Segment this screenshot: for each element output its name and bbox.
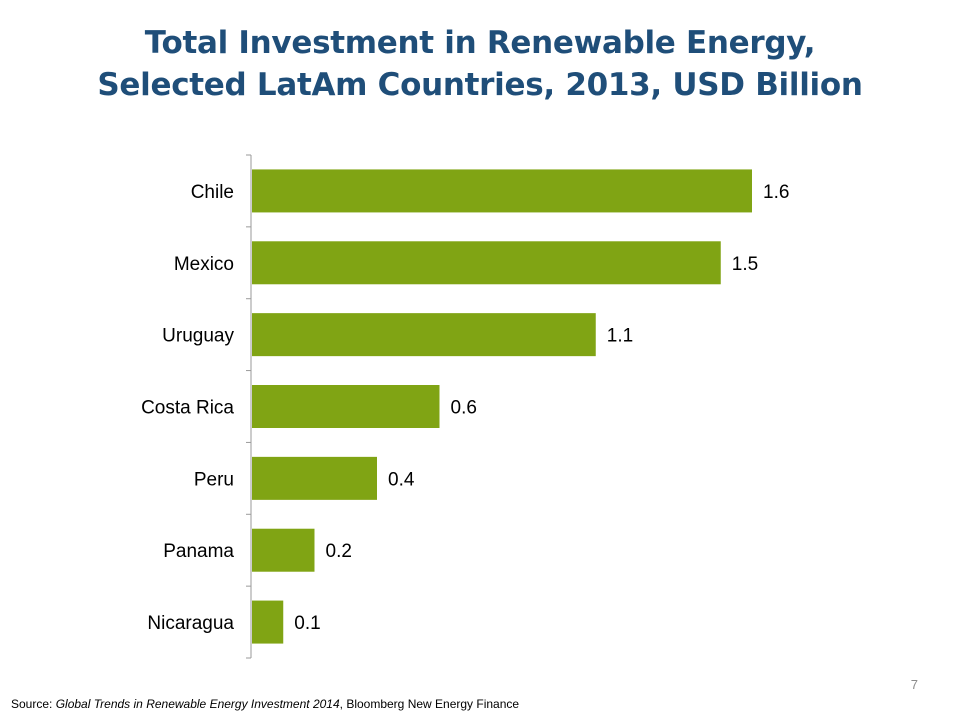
source-note: Source: Global Trends in Renewable Energ… xyxy=(11,697,519,711)
source-suffix: , Bloomberg New Energy Finance xyxy=(339,697,520,711)
bar-nicaragua xyxy=(252,600,284,644)
value-label: 1.6 xyxy=(763,182,789,203)
bar-mexico xyxy=(252,241,721,285)
category-label: Peru xyxy=(194,469,234,490)
category-label: Panama xyxy=(163,541,234,562)
value-label: 0.2 xyxy=(326,541,352,562)
bar-chile xyxy=(252,169,752,213)
bar-uruguay xyxy=(252,313,596,357)
value-label: 0.6 xyxy=(451,398,477,419)
plot-area xyxy=(120,150,820,660)
value-label: 0.1 xyxy=(294,613,320,634)
title-line-1: Total Investment in Renewable Energy, xyxy=(144,25,816,61)
category-label: Mexico xyxy=(174,254,234,275)
category-label: Chile xyxy=(191,182,234,203)
bar-peru xyxy=(252,456,377,500)
value-label: 0.4 xyxy=(388,469,415,490)
bar-costa-rica xyxy=(252,385,440,428)
category-label: Nicaragua xyxy=(147,613,234,634)
source-title: Global Trends in Renewable Energy Invest… xyxy=(55,697,340,711)
chart-title: Total Investment in Renewable Energy, Se… xyxy=(0,22,960,106)
page-number: 7 xyxy=(910,677,918,692)
category-label: Uruguay xyxy=(162,326,234,347)
source-prefix: Source: xyxy=(11,697,56,711)
category-label: Costa Rica xyxy=(141,398,234,419)
title-line-2: Selected LatAm Countries, 2013, USD Bill… xyxy=(97,67,863,103)
value-label: 1.5 xyxy=(732,254,758,275)
value-label: 1.1 xyxy=(607,326,633,347)
bar-panama xyxy=(252,528,315,572)
